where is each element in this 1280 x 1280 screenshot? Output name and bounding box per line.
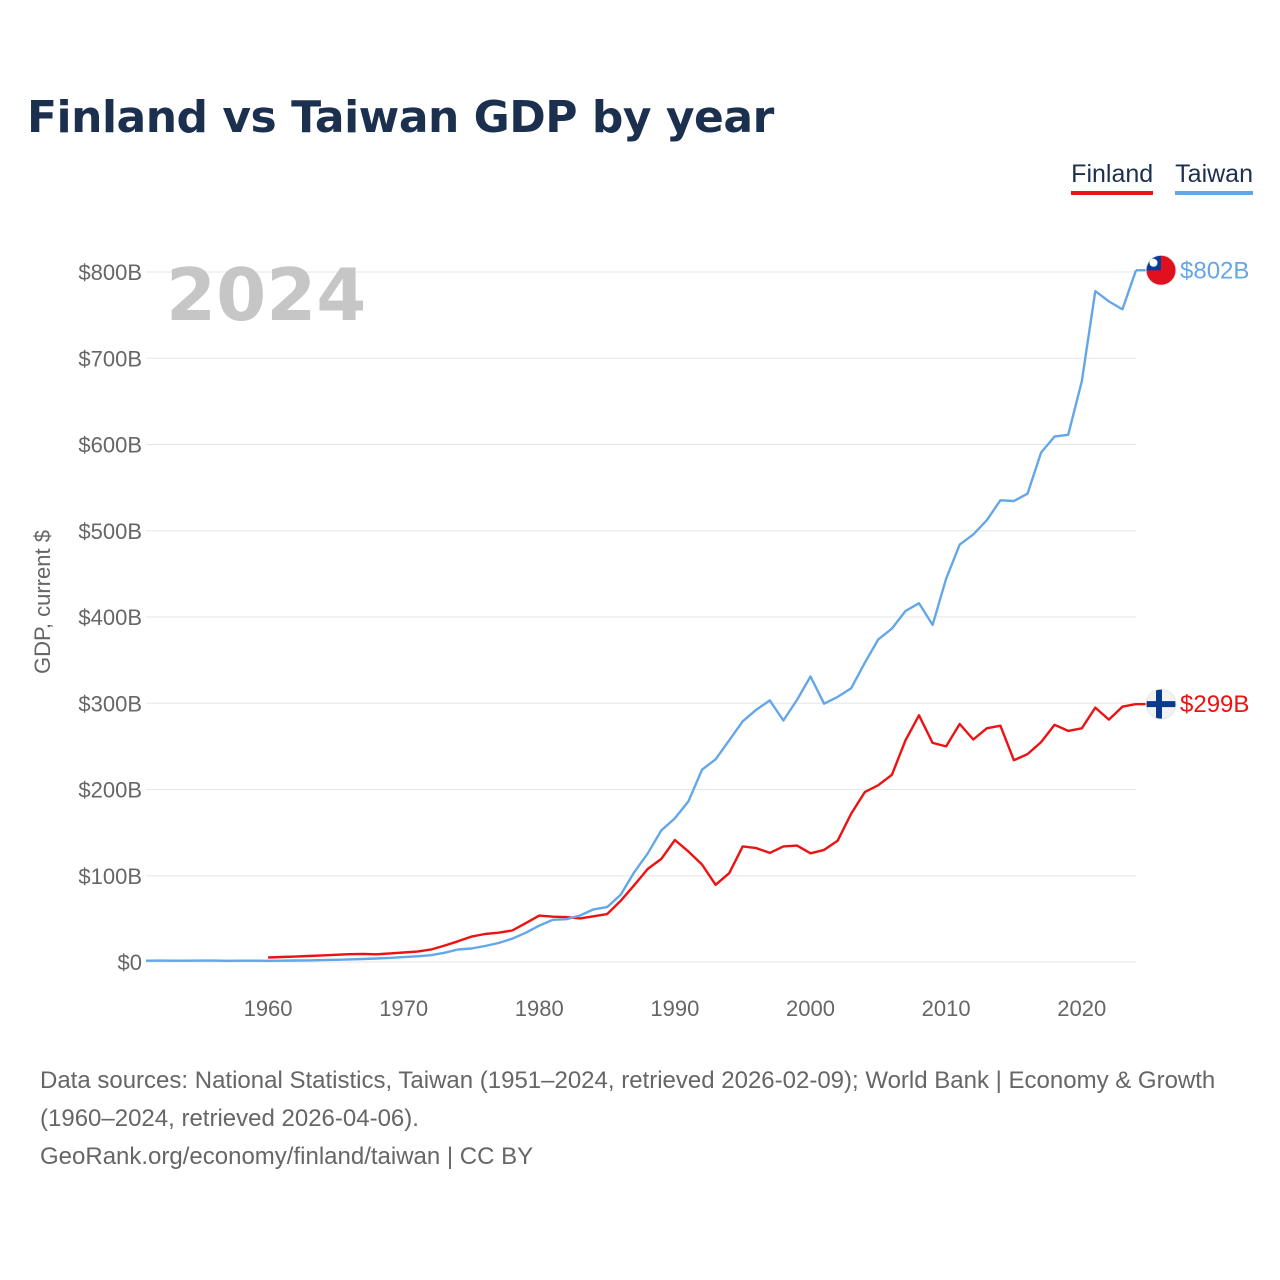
legend-taiwan[interactable]: Taiwan [1175, 160, 1253, 195]
x-tick-label: 2010 [922, 996, 971, 1021]
x-tick-label: 1980 [515, 996, 564, 1021]
y-tick-label: $600B [78, 433, 142, 458]
y-tick-label: $700B [78, 346, 142, 371]
series-lines [145, 269, 1138, 962]
x-axis-ticks: 1960 1970 1980 1990 2000 2010 2020 [244, 996, 1107, 1021]
y-axis-label: GDP, current $ [30, 530, 55, 674]
legend: Finland Taiwan [1071, 160, 1253, 195]
credit-link[interactable]: GeoRank.org/economy/finland/taiwan | CC … [40, 1143, 534, 1170]
x-tick-label: 1970 [379, 996, 428, 1021]
y-tick-label: $500B [78, 519, 142, 544]
y-tick-label: $100B [78, 864, 142, 889]
x-tick-label: 2000 [786, 996, 835, 1021]
y-tick-label: $400B [78, 605, 142, 630]
end-value-label-taiwan: $802B [1180, 257, 1249, 284]
end-value-label-finland: $299B [1180, 691, 1249, 718]
x-tick-label: 1960 [244, 996, 293, 1021]
y-tick-label: $800B [78, 260, 142, 285]
y-tick-label: $0 [118, 950, 142, 975]
x-tick-label: 1990 [650, 996, 699, 1021]
line-chart: $0 $100B $200B $300B $400B $500B $600B $700B $80… [30, 253, 1249, 1021]
footer: Data sources: National Statistics, Taiwa… [40, 1062, 1240, 1176]
gridlines [146, 271, 1136, 963]
x-tick-label: 2020 [1057, 996, 1106, 1021]
y-axis-ticks: $0 $100B $200B $300B $400B $500B $600B $700B $80… [78, 260, 142, 975]
series-end-markers: $299B $802B [1136, 254, 1249, 720]
finland-flag-icon [1145, 688, 1177, 720]
data-sources: Data sources: National Statistics, Taiwa… [40, 1067, 1216, 1132]
taiwan-flag-icon [1145, 254, 1177, 286]
series-line-taiwan[interactable] [145, 269, 1138, 962]
chart-title: Finland vs Taiwan GDP by year [27, 92, 774, 143]
year-watermark: 2024 [166, 253, 366, 337]
series-line-finland[interactable] [268, 702, 1137, 959]
legend-finland[interactable]: Finland [1071, 160, 1154, 195]
y-tick-label: $200B [78, 778, 142, 803]
y-tick-label: $300B [78, 691, 142, 716]
